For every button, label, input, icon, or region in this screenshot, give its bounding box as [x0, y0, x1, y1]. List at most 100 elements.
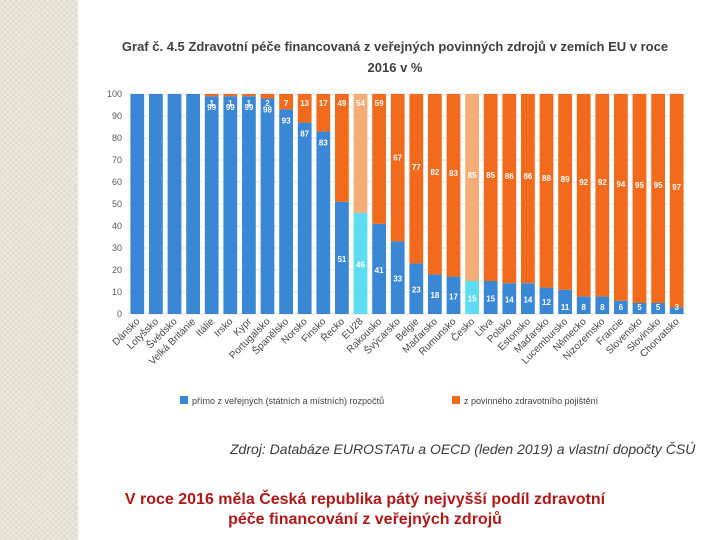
chart-title-line1: Graf č. 4.5 Zdravotní péče financovaná z… [121, 39, 669, 54]
data-label-insurance: 94 [616, 180, 625, 189]
bar-segment-insurance [502, 94, 517, 284]
bar-segment-insurance [539, 94, 554, 288]
data-label-insurance: 17 [319, 99, 328, 108]
data-label-public-budget: 14 [505, 296, 514, 305]
bar-segment-insurance [223, 94, 238, 97]
data-label-insurance: 85 [486, 171, 495, 180]
data-label-public-budget: 8 [581, 303, 586, 312]
bar-segment-public-budget [539, 287, 554, 314]
bar-segment-public-budget [297, 122, 312, 314]
data-label-public-budget: 15 [486, 295, 495, 304]
data-label-insurance: 89 [561, 175, 570, 184]
bar-segment-public-budget [372, 223, 386, 314]
y-tick-label: 30 [112, 243, 122, 253]
data-label-public-budget: 23 [412, 286, 421, 295]
bar-segment-public-budget [409, 263, 424, 314]
bar-segment-insurance [465, 94, 479, 281]
bar-segment-public-budget [446, 276, 461, 314]
data-label-public-budget: 93 [282, 116, 291, 125]
data-label-insurance: 83 [449, 169, 458, 178]
bar-segment-public-budget [242, 96, 256, 314]
legend-swatch [180, 396, 188, 404]
data-label-public-budget: 8 [600, 303, 605, 312]
bar-segment-insurance [390, 94, 405, 242]
legend-swatch [452, 396, 460, 404]
bar-segment-insurance [446, 94, 461, 277]
data-label-insurance: 7 [284, 99, 289, 108]
bar-segment-insurance [242, 94, 256, 97]
data-label-insurance: 85 [468, 171, 477, 180]
data-label-public-budget: 87 [300, 130, 309, 139]
data-label-public-budget: 33 [393, 275, 402, 284]
y-tick-label: 0 [117, 309, 122, 319]
data-label-public-budget: 17 [449, 292, 458, 301]
data-label-public-budget: 3 [674, 303, 679, 312]
bar-segment-public-budget [428, 274, 442, 314]
bar-segment-insurance [409, 94, 424, 264]
data-label-insurance: 2 [265, 99, 270, 108]
data-label-insurance: 13 [300, 99, 309, 108]
bar-segment-public-budget [558, 289, 572, 314]
data-label-public-budget: 98 [263, 105, 272, 114]
decorative-side-strip [0, 0, 78, 540]
bar-segment-insurance [279, 94, 293, 110]
y-tick-label: 10 [112, 287, 122, 297]
chart-title-line2: 2016 v % [367, 60, 423, 75]
data-label-insurance: 1 [209, 99, 214, 108]
bar-segment-public-budget [130, 94, 145, 314]
bar-segment-insurance [614, 94, 628, 301]
data-label-insurance: 92 [598, 178, 607, 187]
data-label-insurance: 82 [430, 168, 439, 177]
source-note: Zdroj: Databáze EUROSTATu a OECD (leden … [230, 441, 696, 457]
data-label-insurance: 86 [523, 172, 532, 181]
data-label-insurance: 77 [412, 163, 421, 172]
data-label-public-budget: 46 [356, 260, 365, 269]
data-label-insurance: 95 [654, 181, 663, 190]
bar-segment-insurance [576, 94, 591, 297]
data-label-insurance: 95 [635, 181, 644, 190]
bar-segment-insurance [669, 94, 684, 308]
legend-label: z povinného zdravotního pojištění [464, 396, 599, 406]
bar-segment-public-budget [335, 201, 349, 314]
bar-segment-public-budget [465, 281, 479, 314]
bar-segment-insurance [558, 94, 572, 290]
chart-title: Graf č. 4.5 Zdravotní péče financovaná z… [100, 36, 690, 78]
bar-segment-public-budget [223, 96, 238, 314]
bar-segment-insurance [651, 94, 665, 303]
data-label-insurance: 1 [247, 99, 252, 108]
data-label-public-budget: 99 [226, 103, 235, 112]
bar-segment-public-budget [260, 98, 275, 315]
data-label-public-budget: 51 [337, 255, 346, 264]
data-label-insurance: 88 [542, 174, 551, 183]
bar-segment-public-budget [576, 296, 591, 314]
data-label-insurance: 1 [228, 99, 233, 108]
data-label-public-budget: 41 [375, 266, 384, 275]
bar-segment-public-budget [651, 303, 665, 314]
bar-segment-public-budget [521, 283, 535, 314]
y-tick-label: 70 [112, 155, 122, 165]
data-label-public-budget: 83 [319, 138, 328, 147]
bar-segment-insurance [632, 94, 647, 303]
data-label-insurance: 86 [505, 172, 514, 181]
data-label-public-budget: 14 [523, 296, 532, 305]
bar-segment-public-budget [167, 94, 182, 314]
bar-segment-public-budget [614, 300, 628, 314]
bar-segment-insurance [483, 94, 498, 281]
bar-segment-public-budget [632, 303, 647, 314]
bar-segment-insurance [372, 94, 386, 224]
bar-segment-public-budget [483, 281, 498, 314]
y-tick-label: 60 [112, 177, 122, 187]
data-label-public-budget: 11 [561, 303, 570, 312]
bar-segment-public-budget [390, 241, 405, 314]
bar-segment-public-budget [669, 307, 684, 314]
data-label-public-budget: 5 [637, 303, 642, 312]
bar-segment-insurance [428, 94, 442, 275]
data-label-insurance: 67 [393, 153, 402, 162]
bar-segment-public-budget [279, 109, 293, 315]
bar-segment-insurance [335, 94, 349, 202]
y-tick-label: 100 [107, 89, 122, 99]
bar-segment-insurance [316, 94, 331, 132]
data-label-public-budget: 99 [207, 103, 216, 112]
y-tick-label: 80 [112, 133, 122, 143]
